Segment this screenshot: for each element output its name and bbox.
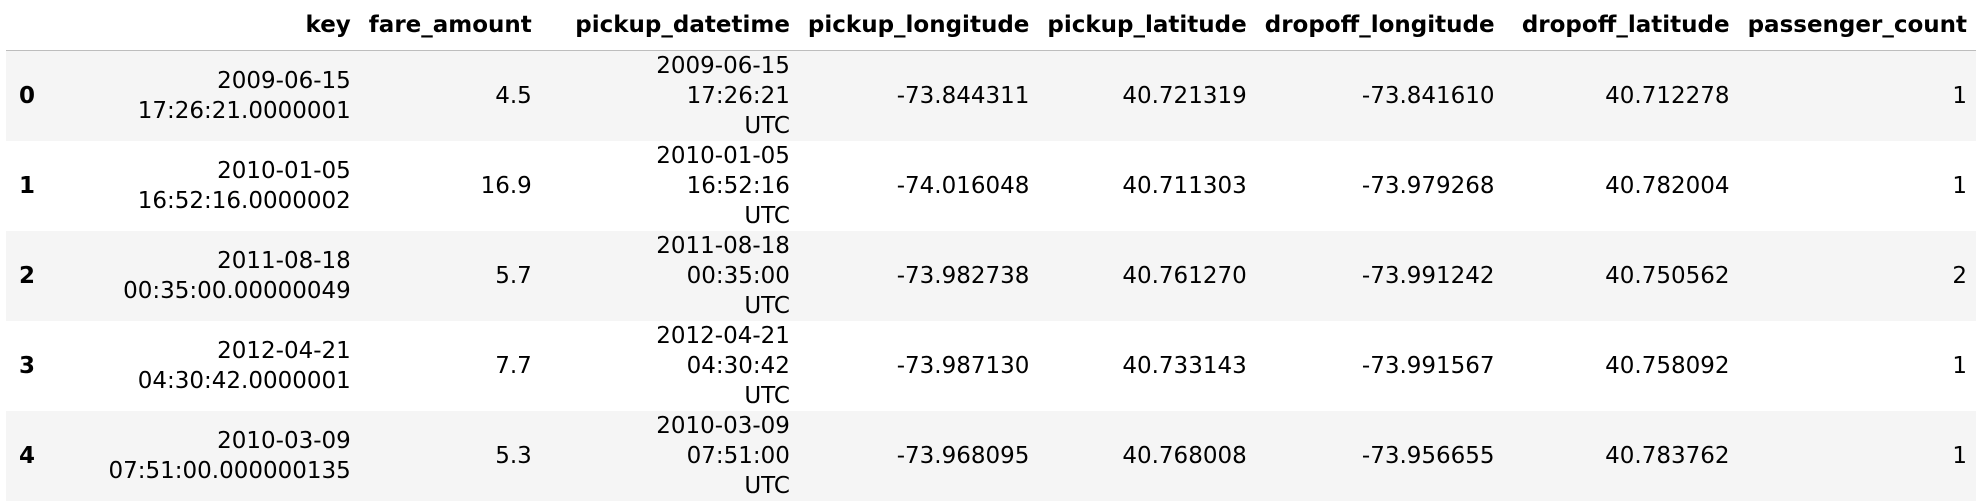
pickup-longitude-cell: -73.844311 bbox=[799, 51, 1038, 142]
column-header-pickup-latitude: pickup_latitude bbox=[1038, 0, 1255, 51]
pickup-datetime-main: 2012-04-21 04:30:42 bbox=[656, 323, 790, 379]
table-row: 1 2010-01-05 16:52:16.0000002 16.9 2010-0… bbox=[6, 141, 1976, 231]
passenger-count-cell: 2 bbox=[1739, 231, 1976, 321]
pickup-longitude-cell: -73.982738 bbox=[799, 231, 1038, 321]
key-time: 00:35:00.00000049 bbox=[123, 278, 351, 304]
dropoff-latitude-cell: 40.750562 bbox=[1504, 231, 1739, 321]
key-cell: 2010-03-09 07:51:00.000000135 bbox=[78, 411, 360, 501]
key-time: 16:52:16.0000002 bbox=[138, 188, 351, 214]
dropoff-latitude-cell: 40.712278 bbox=[1504, 51, 1739, 142]
column-header-dropoff-latitude: dropoff_latitude bbox=[1504, 0, 1739, 51]
pickup-longitude-cell: -73.987130 bbox=[799, 321, 1038, 411]
key-date: 2009-06-15 bbox=[217, 68, 351, 94]
pickup-latitude-cell: 40.711303 bbox=[1038, 141, 1255, 231]
pickup-datetime-cell: 2010-03-09 07:51:00 UTC bbox=[541, 411, 799, 501]
pickup-datetime-tz: UTC bbox=[744, 383, 790, 409]
dropoff-latitude-cell: 40.783762 bbox=[1504, 411, 1739, 501]
column-header-key: key bbox=[78, 0, 360, 51]
pickup-latitude-cell: 40.768008 bbox=[1038, 411, 1255, 501]
dropoff-longitude-cell: -73.841610 bbox=[1256, 51, 1504, 142]
dropoff-latitude-cell: 40.758092 bbox=[1504, 321, 1739, 411]
pickup-latitude-cell: 40.733143 bbox=[1038, 321, 1255, 411]
key-date: 2012-04-21 bbox=[217, 338, 351, 364]
table-row: 4 2010-03-09 07:51:00.000000135 5.3 2010-… bbox=[6, 411, 1976, 501]
pickup-datetime-main: 2011-08-18 00:35:00 bbox=[656, 233, 790, 289]
key-time: 04:30:42.0000001 bbox=[138, 368, 351, 394]
dropoff-longitude-cell: -73.991242 bbox=[1256, 231, 1504, 321]
pickup-datetime-cell: 2009-06-15 17:26:21 UTC bbox=[541, 51, 799, 142]
column-header-fare-amount: fare_amount bbox=[360, 0, 541, 51]
fare-amount-cell: 4.5 bbox=[360, 51, 541, 142]
key-time: 17:26:21.0000001 bbox=[138, 98, 351, 124]
pickup-datetime-tz: UTC bbox=[744, 293, 790, 319]
column-header-pickup-datetime: pickup_datetime bbox=[541, 0, 799, 51]
pickup-longitude-cell: -74.016048 bbox=[799, 141, 1038, 231]
key-date: 2011-08-18 bbox=[217, 248, 351, 274]
row-index: 2 bbox=[6, 231, 78, 321]
pickup-datetime-cell: 2012-04-21 04:30:42 UTC bbox=[541, 321, 799, 411]
key-date: 2010-03-09 bbox=[217, 428, 351, 454]
fare-amount-cell: 5.7 bbox=[360, 231, 541, 321]
key-cell: 2009-06-15 17:26:21.0000001 bbox=[78, 51, 360, 142]
passenger-count-cell: 1 bbox=[1739, 321, 1976, 411]
column-header-dropoff-longitude: dropoff_longitude bbox=[1256, 0, 1504, 51]
row-index: 0 bbox=[6, 51, 78, 142]
key-time: 07:51:00.000000135 bbox=[108, 458, 350, 484]
table-body: 0 2009-06-15 17:26:21.0000001 4.5 2009-06… bbox=[6, 51, 1976, 501]
table-row: 2 2011-08-18 00:35:00.00000049 5.7 2011-0… bbox=[6, 231, 1976, 321]
pickup-datetime-tz: UTC bbox=[744, 203, 790, 229]
table-row: 0 2009-06-15 17:26:21.0000001 4.5 2009-06… bbox=[6, 51, 1976, 142]
passenger-count-cell: 1 bbox=[1739, 51, 1976, 142]
table-row: 3 2012-04-21 04:30:42.0000001 7.7 2012-04… bbox=[6, 321, 1976, 411]
pickup-datetime-tz: UTC bbox=[744, 113, 790, 139]
key-cell: 2010-01-05 16:52:16.0000002 bbox=[78, 141, 360, 231]
pickup-datetime-tz: UTC bbox=[744, 473, 790, 499]
fare-amount-cell: 16.9 bbox=[360, 141, 541, 231]
passenger-count-cell: 1 bbox=[1739, 411, 1976, 501]
pickup-datetime-cell: 2011-08-18 00:35:00 UTC bbox=[541, 231, 799, 321]
column-header-pickup-longitude: pickup_longitude bbox=[799, 0, 1038, 51]
header-row: key fare_amount pickup_datetime pickup_l… bbox=[6, 0, 1976, 51]
pickup-datetime-main: 2010-01-05 16:52:16 bbox=[656, 143, 790, 199]
dropoff-longitude-cell: -73.979268 bbox=[1256, 141, 1504, 231]
index-header bbox=[6, 0, 78, 51]
pickup-longitude-cell: -73.968095 bbox=[799, 411, 1038, 501]
dropoff-latitude-cell: 40.782004 bbox=[1504, 141, 1739, 231]
dropoff-longitude-cell: -73.956655 bbox=[1256, 411, 1504, 501]
key-cell: 2011-08-18 00:35:00.00000049 bbox=[78, 231, 360, 321]
dataframe-table: key fare_amount pickup_datetime pickup_l… bbox=[6, 0, 1976, 501]
key-cell: 2012-04-21 04:30:42.0000001 bbox=[78, 321, 360, 411]
key-date: 2010-01-05 bbox=[217, 158, 351, 184]
passenger-count-cell: 1 bbox=[1739, 141, 1976, 231]
row-index: 4 bbox=[6, 411, 78, 501]
pickup-datetime-main: 2010-03-09 07:51:00 bbox=[656, 413, 790, 469]
column-header-passenger-count: passenger_count bbox=[1739, 0, 1976, 51]
row-index: 3 bbox=[6, 321, 78, 411]
fare-amount-cell: 5.3 bbox=[360, 411, 541, 501]
pickup-datetime-main: 2009-06-15 17:26:21 bbox=[656, 53, 790, 109]
pickup-latitude-cell: 40.721319 bbox=[1038, 51, 1255, 142]
table-header: key fare_amount pickup_datetime pickup_l… bbox=[6, 0, 1976, 51]
dropoff-longitude-cell: -73.991567 bbox=[1256, 321, 1504, 411]
pickup-datetime-cell: 2010-01-05 16:52:16 UTC bbox=[541, 141, 799, 231]
row-index: 1 bbox=[6, 141, 78, 231]
pickup-latitude-cell: 40.761270 bbox=[1038, 231, 1255, 321]
fare-amount-cell: 7.7 bbox=[360, 321, 541, 411]
